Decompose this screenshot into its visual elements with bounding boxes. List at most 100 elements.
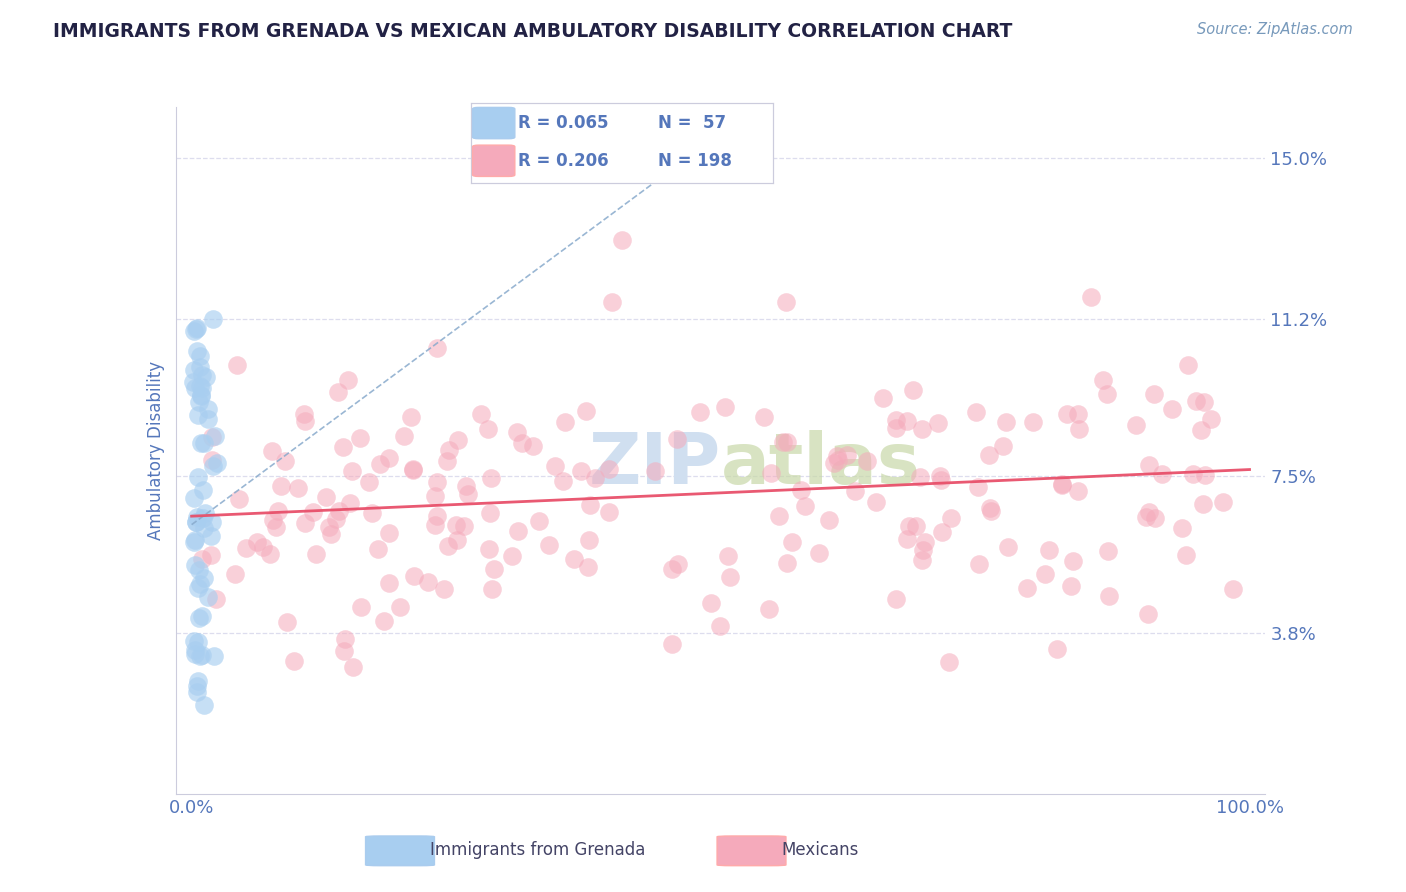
Point bbox=[426, 509, 449, 524]
Point bbox=[1143, 511, 1166, 525]
Point bbox=[335, 632, 357, 646]
Point bbox=[378, 526, 401, 541]
Point bbox=[205, 456, 228, 470]
Point bbox=[200, 528, 222, 542]
Point bbox=[292, 407, 315, 421]
Point bbox=[226, 358, 249, 372]
Text: N = 198: N = 198 bbox=[658, 152, 733, 169]
Point bbox=[190, 388, 212, 402]
Point bbox=[700, 596, 723, 610]
Point bbox=[401, 461, 423, 475]
Point bbox=[262, 443, 284, 458]
Point bbox=[183, 534, 205, 549]
Point bbox=[184, 516, 207, 530]
Point bbox=[1052, 478, 1074, 492]
Point bbox=[423, 517, 446, 532]
Point bbox=[818, 513, 841, 527]
Point bbox=[187, 395, 209, 409]
Point bbox=[328, 503, 350, 517]
Point bbox=[758, 602, 780, 616]
Point bbox=[201, 515, 224, 529]
Point bbox=[1125, 417, 1147, 432]
Point bbox=[1038, 542, 1060, 557]
Point bbox=[1136, 607, 1159, 622]
Y-axis label: Ambulatory Disability: Ambulatory Disability bbox=[146, 361, 165, 540]
Point bbox=[259, 547, 281, 561]
Point bbox=[872, 391, 894, 405]
Point bbox=[644, 464, 666, 478]
Point bbox=[187, 581, 209, 595]
Point bbox=[1056, 407, 1078, 421]
Point bbox=[844, 483, 866, 498]
Point bbox=[1152, 467, 1174, 481]
Point bbox=[262, 513, 284, 527]
Point bbox=[188, 359, 211, 374]
Point bbox=[666, 432, 689, 446]
Point bbox=[1135, 510, 1157, 524]
Point bbox=[201, 312, 224, 326]
Point bbox=[808, 546, 831, 560]
Point bbox=[1189, 423, 1212, 437]
Text: Mexicans: Mexicans bbox=[782, 840, 859, 859]
Point bbox=[186, 344, 208, 359]
Point bbox=[927, 416, 949, 430]
Point bbox=[202, 459, 225, 474]
Point bbox=[399, 410, 422, 425]
Point bbox=[1046, 641, 1069, 656]
Point bbox=[579, 498, 602, 512]
Point bbox=[714, 400, 737, 414]
Point bbox=[1199, 412, 1222, 426]
Point bbox=[1092, 374, 1115, 388]
Point bbox=[576, 560, 599, 574]
Point bbox=[501, 549, 523, 563]
FancyBboxPatch shape bbox=[472, 145, 515, 177]
Point bbox=[183, 533, 205, 547]
Point bbox=[780, 535, 803, 549]
Point bbox=[938, 656, 960, 670]
Point bbox=[1194, 468, 1216, 483]
Point bbox=[246, 535, 269, 549]
Point bbox=[1212, 495, 1234, 509]
Point bbox=[929, 468, 952, 483]
Point bbox=[187, 409, 209, 423]
Point bbox=[193, 436, 215, 450]
Point bbox=[825, 449, 848, 463]
Point bbox=[929, 473, 952, 487]
Point bbox=[183, 324, 205, 338]
Point bbox=[884, 591, 907, 606]
Text: R = 0.206: R = 0.206 bbox=[517, 152, 609, 169]
Point bbox=[426, 475, 449, 489]
Point bbox=[193, 571, 215, 585]
Point bbox=[228, 491, 250, 506]
Point bbox=[325, 511, 347, 525]
Point bbox=[772, 434, 794, 449]
Point bbox=[896, 532, 918, 546]
Point bbox=[373, 615, 395, 629]
Point bbox=[790, 483, 813, 497]
Point bbox=[903, 383, 925, 397]
Point bbox=[187, 673, 209, 688]
Point bbox=[186, 321, 208, 335]
Point bbox=[437, 540, 460, 554]
Point bbox=[661, 562, 683, 576]
Point bbox=[235, 541, 257, 555]
Point bbox=[318, 520, 340, 534]
Text: N =  57: N = 57 bbox=[658, 114, 727, 132]
Text: IMMIGRANTS FROM GRENADA VS MEXICAN AMBULATORY DISABILITY CORRELATION CHART: IMMIGRANTS FROM GRENADA VS MEXICAN AMBUL… bbox=[53, 22, 1012, 41]
Point bbox=[506, 425, 529, 439]
Point bbox=[600, 295, 623, 310]
Point bbox=[425, 341, 447, 355]
Point bbox=[911, 552, 934, 566]
Point bbox=[510, 436, 533, 450]
Point bbox=[835, 448, 858, 462]
Text: R = 0.065: R = 0.065 bbox=[517, 114, 609, 132]
Point bbox=[197, 412, 219, 426]
Text: atlas: atlas bbox=[721, 430, 921, 499]
Point bbox=[342, 659, 364, 673]
Point bbox=[188, 349, 211, 363]
Point bbox=[193, 698, 215, 713]
Point bbox=[183, 381, 205, 395]
Point bbox=[980, 504, 1002, 518]
Point bbox=[585, 471, 607, 485]
Point bbox=[1067, 484, 1090, 499]
